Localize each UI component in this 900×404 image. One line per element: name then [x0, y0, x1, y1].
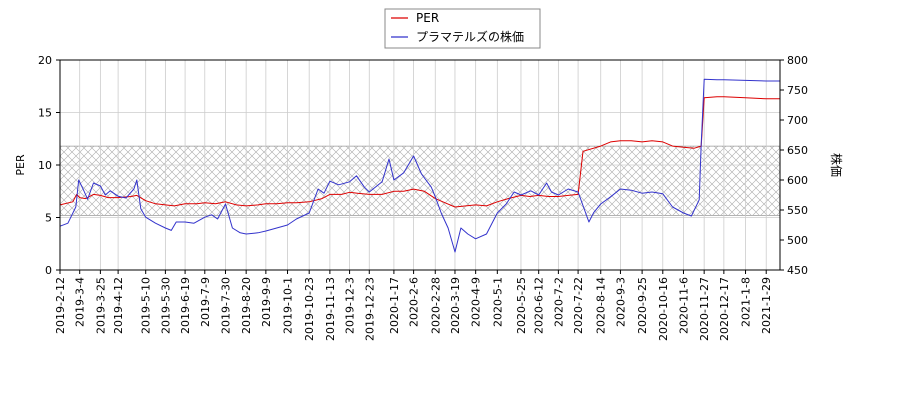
x-tick-label: 2020-7-22: [572, 277, 585, 334]
x-tick-label: 2021-1-29: [760, 277, 773, 334]
y-left-tick-label: 15: [38, 107, 52, 120]
x-tick-label: 2019-5-10: [140, 277, 153, 334]
x-tick-label: 2020-2-28: [429, 277, 442, 334]
y-right-tick-label: 700: [787, 114, 808, 127]
x-tick-label: 2020-11-6: [677, 277, 690, 334]
legend-box: [384, 8, 541, 49]
x-tick-label: 2020-6-12: [533, 277, 546, 334]
series-line-per: [59, 96, 780, 208]
x-tick-label: 2019-2-12: [54, 277, 67, 334]
x-tick-label: 2020-9-3: [614, 277, 627, 327]
x-tick-label: 2019-12-23: [363, 277, 376, 341]
y-right-tick-label: 800: [787, 54, 808, 67]
y-axis-left-label: PER: [14, 154, 27, 176]
x-tick-label: 2019-9-9: [260, 277, 273, 327]
y-left-tick-label: 10: [38, 159, 52, 172]
x-tick-label: 2019-6-19: [179, 277, 192, 334]
y-left-tick-label: 0: [45, 264, 52, 277]
x-tick-label: 2019-3-25: [94, 277, 107, 334]
x-tick-label: 2020-8-14: [595, 277, 608, 334]
x-tick-label: 2020-10-16: [657, 277, 670, 341]
legend-label-price: プラマテルズの株価: [416, 29, 524, 44]
x-tick-label: 2020-1-17: [388, 277, 401, 334]
y-right-tick-label: 600: [787, 174, 808, 187]
x-tick-label: 2020-5-1: [491, 277, 504, 327]
y-right-tick-label: 750: [787, 84, 808, 97]
y-right-tick-label: 550: [787, 204, 808, 217]
x-tick-label: 2019-10-23: [303, 277, 316, 341]
x-tick-label: 2021-1-8: [740, 277, 753, 327]
y-left-tick-label: 5: [45, 212, 52, 225]
legend-label-per: PER: [416, 11, 439, 25]
x-tick-label: 2020-11-27: [698, 277, 711, 341]
x-tick-label: 2020-7-2: [552, 277, 565, 327]
series-line-price: [59, 78, 780, 253]
x-tick-label: 2020-12-17: [718, 277, 731, 341]
x-tick-label: 2020-4-9: [470, 277, 483, 327]
x-tick-label: 2019-4-12: [112, 277, 125, 334]
x-tick-label: 2020-5-25: [515, 277, 528, 334]
x-tick-label: 2019-7-9: [199, 277, 212, 327]
y-right-tick-label: 650: [787, 144, 808, 157]
shaded-band: [60, 146, 780, 216]
x-tick-label: 2019-8-20: [240, 277, 253, 334]
x-tick-label: 2020-3-19: [449, 277, 462, 334]
x-tick-label: 2020-9-25: [636, 277, 649, 334]
x-tick-label: 2019-10-1: [282, 277, 295, 334]
x-tick-label: 2019-5-30: [159, 277, 172, 334]
y-left-tick-label: 20: [38, 54, 52, 67]
x-tick-label: 2019-3-4: [74, 277, 87, 327]
y-right-tick-label: 500: [787, 234, 808, 247]
y-right-tick-label: 450: [787, 264, 808, 277]
x-tick-label: 2020-2-6: [408, 277, 421, 327]
x-tick-label: 2019-12-3: [344, 277, 357, 334]
x-tick-label: 2019-7-30: [219, 277, 232, 334]
x-tick-label: 2019-11-13: [324, 277, 337, 341]
y-axis-right-label: 株価: [829, 153, 844, 177]
legend: PER プラマテルズの株価: [384, 8, 541, 49]
